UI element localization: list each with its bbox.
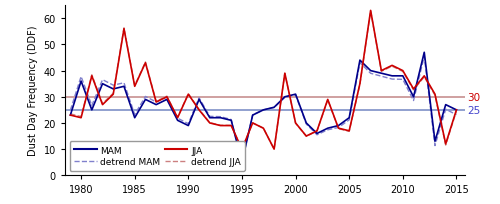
Y-axis label: Dust Day Frequency (DDF): Dust Day Frequency (DDF) xyxy=(28,26,38,156)
Text: 30: 30 xyxy=(467,92,480,102)
Text: 25: 25 xyxy=(467,105,480,115)
Legend: MAM, detrend MAM, JJA, detrend JJA: MAM, detrend MAM, JJA, detrend JJA xyxy=(70,141,246,171)
